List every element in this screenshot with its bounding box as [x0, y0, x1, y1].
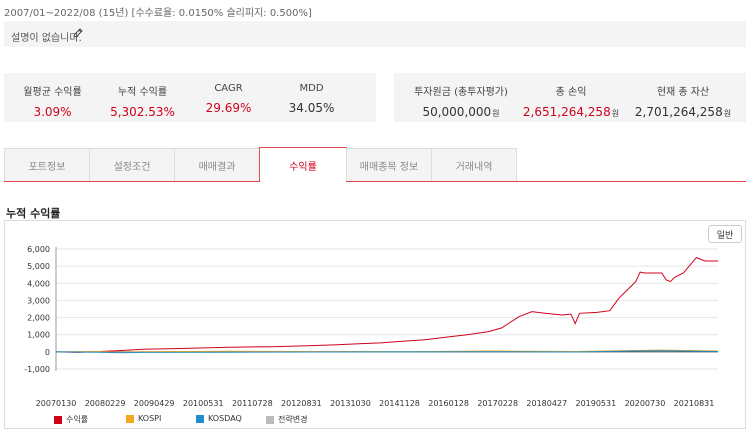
stat-label: 총 손익 [555, 87, 587, 98]
stat-total-pnl: 총 손익 2,651,264,258원 [516, 83, 626, 119]
money-value: 50,000,000 [422, 105, 492, 119]
stat-label: MDD [299, 83, 324, 94]
description-bar [4, 21, 746, 47]
tab-returns[interactable]: 수익률 [259, 147, 347, 182]
tab-port-info[interactable]: 포트정보 [4, 148, 90, 181]
unit-label: 원 [723, 109, 732, 118]
legend-kosdaq[interactable]: KOSDAQ [196, 414, 242, 423]
legend-returns[interactable]: 수익률 [54, 414, 88, 425]
x-tick-label: 20070130 [36, 399, 77, 408]
stat-label: 누적 수익률 [117, 87, 168, 98]
performance-panel: 월평균 수익률 3.09% 누적 수익률 5,302.53% CAGR 29.6… [4, 73, 376, 122]
stat-value: 2,701,264,258원 [628, 105, 738, 119]
pencil-icon[interactable] [72, 27, 84, 39]
legend-label: 수익률 [66, 415, 89, 424]
stat-principal: 투자원금 (총투자평가) 50,000,000원 [406, 83, 516, 119]
x-tick-label: 20110728 [232, 399, 273, 408]
stat-value: 50,000,000원 [406, 105, 516, 119]
x-tick-label: 20170228 [477, 399, 518, 408]
money-value: 2,651,264,258 [522, 105, 611, 119]
stat-monthly-avg: 월평균 수익률 3.09% [10, 83, 95, 119]
backtest-period: 2007/01~2022/08 (15년) [수수료율: 0.0150% 슬리피… [4, 8, 312, 19]
stat-mdd: MDD 34.05% [269, 83, 354, 115]
section-title: 누적 수익률 [6, 207, 61, 220]
legend-label: KOSPI [138, 414, 162, 423]
x-tick-label: 20200730 [625, 399, 666, 408]
y-tick-label: 2,000 [27, 314, 50, 323]
description-text: 설명이 없습니다. [11, 33, 82, 44]
tab-transactions[interactable]: 거래내역 [431, 148, 517, 181]
stat-value: 34.05% [288, 101, 335, 115]
legend-kospi[interactable]: KOSPI [126, 414, 161, 423]
stat-label: 투자원금 (총투자평가) [414, 87, 508, 98]
y-tick-label: 3,000 [27, 296, 50, 305]
stat-value: 5,302.53% [110, 105, 175, 119]
stat-cumulative: 누적 수익률 5,302.53% [100, 83, 185, 119]
x-tick-label: 20160128 [428, 399, 469, 408]
legend-label: KOSDAQ [208, 414, 242, 423]
legend-label: 전략변경 [278, 415, 308, 424]
series-line [55, 257, 718, 353]
x-tick-label: 20190531 [575, 399, 616, 408]
y-tick-label: 6,000 [27, 245, 50, 254]
stat-label: 현재 총 자산 [656, 87, 710, 98]
money-value: 2,701,264,258 [634, 105, 723, 119]
y-tick-label: 0 [45, 348, 50, 357]
x-tick-label: 20131030 [330, 399, 371, 408]
y-tick-label: 4,000 [27, 279, 50, 288]
x-tick-label: 20080229 [85, 399, 126, 408]
tab-settings[interactable]: 설정조건 [89, 148, 175, 181]
stat-value: 3.09% [33, 105, 72, 119]
stat-label: CAGR [214, 83, 243, 94]
unit-label: 원 [492, 109, 500, 118]
y-tick-label: 1,000 [27, 331, 50, 340]
tab-underline [4, 181, 746, 182]
asset-panel: 투자원금 (총투자평가) 50,000,000원 총 손익 2,651,264,… [394, 73, 746, 122]
legend-swatch [196, 414, 204, 423]
tab-trade-stocks[interactable]: 매매종목 정보 [346, 148, 432, 181]
y-tick-label: -1,000 [24, 365, 50, 374]
stat-value: 29.69% [205, 101, 252, 115]
legend-swatch [54, 415, 62, 424]
series-line [55, 350, 719, 354]
legend-strategy-change[interactable]: 전략변경 [266, 414, 307, 425]
unit-label: 원 [611, 109, 620, 118]
x-tick-label: 20090429 [134, 399, 175, 408]
y-tick-label: 5,000 [27, 262, 50, 271]
x-tick-label: 20210831 [674, 399, 715, 408]
legend-swatch [126, 414, 134, 423]
chart-mode-button[interactable]: 일반 [708, 225, 742, 243]
legend-swatch [266, 415, 274, 424]
stat-label: 월평균 수익률 [23, 87, 82, 98]
stat-total-assets: 현재 총 자산 2,701,264,258원 [628, 83, 738, 119]
x-tick-label: 20100531 [183, 399, 224, 408]
x-tick-label: 20180427 [526, 399, 567, 408]
x-tick-label: 20120831 [281, 399, 322, 408]
stat-cagr: CAGR 29.69% [186, 83, 271, 115]
x-tick-label: 20141128 [379, 399, 420, 408]
stat-value: 2,651,264,258원 [516, 105, 626, 119]
